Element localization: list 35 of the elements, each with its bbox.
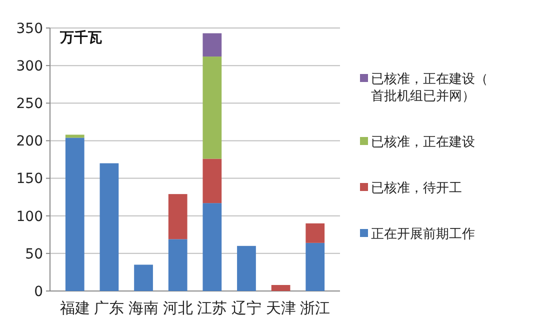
legend-label: 已核准，正在建设（首批机组已并网） <box>371 72 488 104</box>
bar <box>306 223 325 243</box>
x-tick-label: 福建 <box>60 299 90 317</box>
bar <box>306 242 325 291</box>
legend-label: 已核准，正在建设 <box>371 135 475 150</box>
x-tick-label: 辽宁 <box>231 299 262 317</box>
x-tick-label: 江苏 <box>197 299 228 317</box>
y-axis-title: 万千瓦 <box>59 29 102 46</box>
bar <box>237 246 256 291</box>
bar <box>65 138 84 291</box>
y-tick-label: 100 <box>16 208 43 225</box>
y-tick-label: 300 <box>16 58 43 74</box>
bar <box>202 56 222 159</box>
x-tick-label: 海南 <box>128 299 159 317</box>
y-tick-label: 250 <box>16 96 43 112</box>
legend-label: 正在开展前期工作 <box>371 227 475 242</box>
bar <box>202 203 222 291</box>
x-tick-label: 天津 <box>266 299 296 317</box>
bar <box>168 239 188 291</box>
x-tick-label: 广东 <box>94 299 124 317</box>
bar <box>168 194 188 240</box>
y-tick-label: 350 <box>16 20 43 37</box>
legend-label: 已核准，待开工 <box>371 181 462 196</box>
y-tick-label: 50 <box>25 246 43 262</box>
bar <box>134 264 153 291</box>
bar <box>65 134 84 138</box>
bar <box>202 33 222 57</box>
bar <box>100 163 119 291</box>
y-tick-label: 150 <box>16 171 43 188</box>
x-tick-label: 河北 <box>162 299 193 317</box>
x-tick-label: 浙江 <box>300 299 330 317</box>
bar <box>271 284 290 291</box>
y-tick-label: 200 <box>16 134 43 150</box>
y-tick-label: 0 <box>34 284 43 300</box>
bar <box>202 158 222 204</box>
